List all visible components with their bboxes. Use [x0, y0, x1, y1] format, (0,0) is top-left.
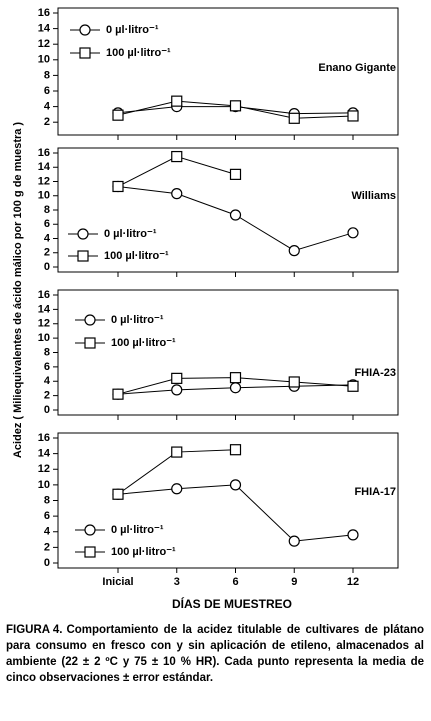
y-tick-label: 0 — [44, 261, 50, 273]
marker — [229, 209, 242, 221]
plot-frame — [57, 289, 399, 416]
x-tick-label: 6 — [232, 576, 238, 588]
x-tick-label: 3 — [174, 576, 180, 588]
marker — [171, 446, 183, 458]
marker — [288, 376, 300, 388]
marker — [171, 188, 183, 200]
y-tick-label: 4 — [44, 526, 51, 538]
y-tick-label: 6 — [44, 510, 50, 522]
marker — [229, 372, 242, 384]
plot-frame — [57, 7, 399, 136]
plot-frame — [57, 432, 399, 569]
marker — [112, 109, 124, 121]
y-tick-label: 8 — [44, 346, 50, 358]
legend-marker — [84, 337, 96, 349]
y-tick-label: 4 — [44, 232, 51, 244]
y-tick-label: 12 — [38, 38, 50, 50]
marker — [288, 112, 300, 124]
y-tick-label: 12 — [38, 463, 50, 475]
annotation: FHIA-17 — [354, 486, 396, 498]
marker — [171, 150, 183, 163]
y-tick-label: 16 — [38, 147, 50, 159]
marker — [112, 488, 124, 500]
caption: FIGURA 4. Comportamiento de la acidez tit… — [6, 622, 424, 686]
marker — [112, 388, 124, 400]
y-tick-label: 8 — [44, 69, 50, 81]
marker — [229, 100, 242, 112]
marker — [112, 180, 124, 193]
y-tick-label: 16 — [38, 7, 50, 19]
y-tick-label: 4 — [44, 375, 51, 387]
legend-marker — [77, 228, 89, 240]
legend-label: 0 µl·litro⁻¹ — [111, 314, 164, 326]
y-tick-label: 14 — [38, 448, 51, 460]
marker — [288, 245, 300, 257]
y-tick-label: 6 — [44, 85, 50, 97]
y-tick-label: 4 — [44, 101, 51, 113]
legend-marker — [84, 524, 96, 536]
y-tick-label: 2 — [44, 247, 50, 259]
marker — [347, 110, 359, 122]
legend-marker — [84, 546, 96, 558]
y-tick-label: 14 — [38, 23, 51, 35]
y-tick-label: 10 — [38, 332, 50, 344]
x-tick-label: 9 — [291, 576, 297, 588]
marker — [229, 479, 242, 491]
legend-label: 0 µl·litro⁻¹ — [106, 24, 159, 36]
legend-marker — [77, 250, 89, 262]
marker — [347, 227, 359, 239]
y-tick-label: 6 — [44, 361, 50, 373]
chart: Acidez ( Miliequivalentes de ácido málic… — [12, 7, 399, 611]
legend-label: 100 µl·litro⁻¹ — [111, 337, 176, 349]
y-tick-label: 10 — [38, 190, 50, 202]
x-tick-label: 12 — [347, 576, 359, 588]
y-tick-label: 12 — [38, 318, 50, 330]
y-tick-label: 12 — [38, 175, 50, 187]
annotation: Enano Gigante — [318, 62, 396, 74]
legend-label: 0 µl·litro⁻¹ — [104, 228, 157, 240]
legend-label: 100 µl·litro⁻¹ — [104, 250, 169, 262]
marker — [171, 483, 183, 495]
annotation: FHIA-23 — [354, 367, 396, 379]
y-tick-label: 2 — [44, 390, 50, 402]
y-tick-label: 2 — [44, 116, 50, 128]
marker — [229, 382, 242, 394]
y-tick-label: 6 — [44, 218, 50, 230]
legend-label: 0 µl·litro⁻¹ — [111, 524, 164, 536]
y-tick-label: 0 — [44, 557, 50, 569]
marker — [171, 95, 183, 107]
y-tick-label: 0 — [44, 404, 50, 416]
legend-marker — [84, 314, 96, 326]
legend-marker — [79, 24, 91, 36]
annotation: Williams — [351, 190, 396, 202]
x-axis-label: DÍAS DE MUESTREO — [172, 596, 292, 611]
y-tick-label: 10 — [38, 54, 50, 66]
marker — [171, 384, 183, 396]
marker — [229, 444, 242, 456]
x-tick-label: Inicial — [102, 576, 133, 588]
legend-label: 100 µl·litro⁻¹ — [106, 47, 171, 59]
y-tick-label: 8 — [44, 494, 50, 506]
y-tick-label: 14 — [38, 303, 51, 315]
legend-label: 100 µl·litro⁻¹ — [111, 546, 176, 558]
caption-text: Comportamiento de la acidez titulable de… — [6, 624, 424, 684]
y-tick-label: 8 — [44, 204, 50, 216]
marker — [229, 168, 242, 180]
marker — [347, 380, 359, 392]
y-tick-label: 16 — [38, 289, 50, 301]
y-tick-label: 14 — [38, 161, 51, 173]
marker — [171, 372, 183, 384]
marker — [288, 535, 300, 547]
caption-label: FIGURA 4. — [6, 624, 63, 636]
y-tick-label: 2 — [44, 541, 50, 553]
y-axis-label: Acidez ( Miliequivalentes de ácido málic… — [12, 122, 24, 459]
y-tick-label: 16 — [38, 432, 50, 444]
y-tick-label: 10 — [38, 479, 50, 491]
legend-marker — [79, 47, 91, 59]
marker — [347, 529, 359, 541]
